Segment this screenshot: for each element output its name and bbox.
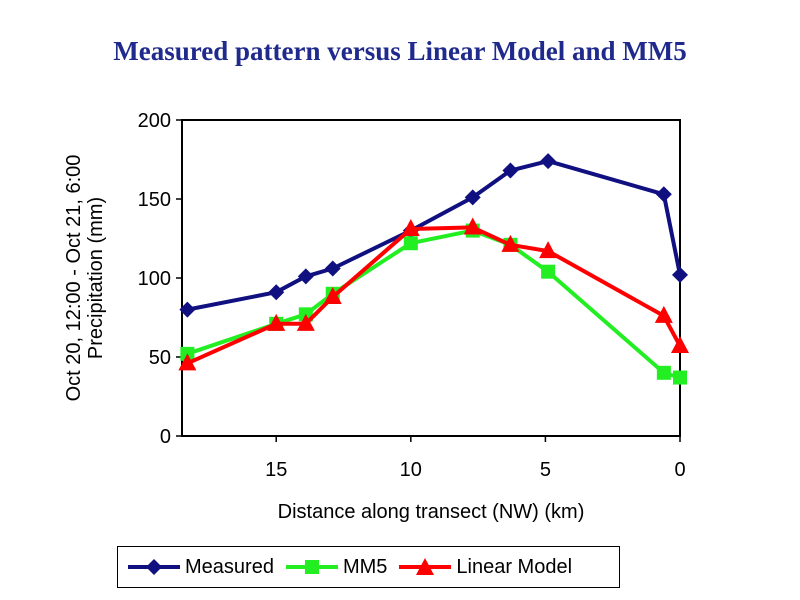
y-tick-label: 100 (138, 268, 171, 290)
series-layer (178, 153, 689, 385)
slide-title: Measured pattern versus Linear Model and… (113, 36, 687, 66)
series-line-linear-model (186, 225, 682, 366)
data-point-mm5 (403, 236, 418, 251)
data-point-measured (464, 189, 481, 206)
y-tick-label: 200 (138, 110, 171, 132)
series-linear-model (178, 217, 689, 371)
plot-area (181, 119, 681, 437)
legend-label-linear-model: Linear Model (456, 555, 573, 578)
data-point-mm5 (541, 264, 556, 279)
data-point-linear-model (323, 286, 342, 304)
x-tick-label: 10 (400, 459, 422, 481)
legend-item-mm5: MM5 (284, 556, 387, 579)
legend-item-measured: Measured (126, 556, 274, 579)
y-tick-label: 150 (138, 189, 171, 211)
data-point-linear-model (401, 219, 420, 237)
data-point-measured (297, 268, 314, 285)
data-point-mm5 (656, 365, 671, 380)
y-tick-label: 0 (160, 426, 171, 448)
legend-item-linear-model: Linear Model (397, 556, 572, 579)
y-axis-title-line-1: Oct 20, 12:00 - Oct 21, 6:00 (63, 155, 85, 402)
data-point-linear-model (671, 335, 689, 353)
legend-label-mm5: MM5 (342, 555, 388, 578)
y-axis: 0 50 100 150 200 (138, 110, 182, 448)
data-point-linear-model (178, 353, 197, 371)
y-axis-title: Oct 20, 12:00 - Oct 21, 6:00 Precipitati… (63, 155, 107, 402)
data-point-linear-model (267, 313, 286, 331)
data-point-linear-model (296, 313, 315, 331)
legend: Measured MM5 Linear Model (117, 546, 620, 588)
x-tick-label: 5 (540, 459, 551, 481)
data-point-measured (179, 301, 196, 318)
data-point-linear-model (654, 305, 673, 323)
y-axis-title-line-2: Precipitation (mm) (85, 197, 107, 359)
data-point-measured (324, 260, 341, 277)
data-point-measured (655, 186, 672, 203)
data-point-measured (540, 153, 557, 170)
x-axis-title: Distance along transect (NW) (km) (278, 501, 585, 523)
legend-triangle-marker-icon (399, 558, 452, 575)
x-tick-label: 0 (674, 459, 685, 481)
series-measured (179, 153, 688, 318)
y-tick-label: 50 (149, 347, 171, 369)
series-line-measured (187, 159, 682, 312)
series-line-mm5 (186, 228, 681, 380)
x-axis: 15 10 5 0 (265, 436, 686, 481)
data-point-measured (502, 162, 519, 179)
data-point-linear-model (539, 241, 558, 259)
data-point-linear-model (501, 234, 520, 252)
data-point-linear-model (463, 217, 482, 235)
legend-diamond-marker-icon (128, 559, 180, 575)
x-tick-label: 15 (265, 459, 287, 481)
legend-label-measured: Measured (185, 555, 274, 578)
data-point-mm5 (673, 370, 687, 385)
data-point-measured (268, 284, 285, 301)
data-point-measured (672, 266, 688, 283)
legend-square-marker-icon (285, 560, 338, 574)
